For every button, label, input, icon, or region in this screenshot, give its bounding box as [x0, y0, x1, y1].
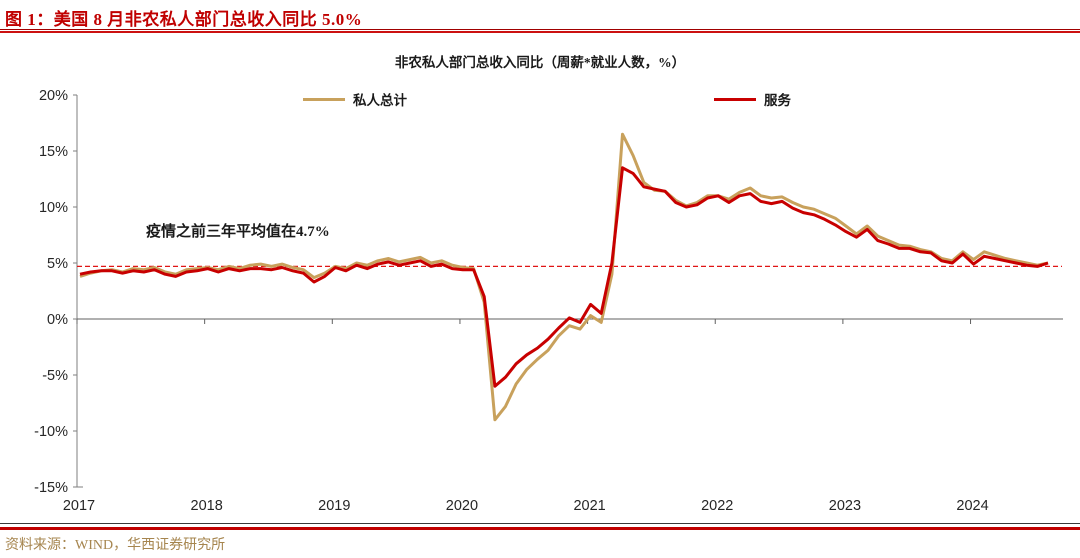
legend-swatch-gold [303, 97, 345, 101]
pre-pandemic-average-annotation: 疫情之前三年平均值在4.7% [146, 224, 330, 240]
legend-label-private-total: 私人总计 [353, 93, 407, 108]
y-axis-label: 20% [39, 88, 68, 104]
x-axis-label: 2024 [956, 498, 988, 514]
y-axis-label: -5% [42, 368, 68, 384]
y-axis-label: 15% [39, 144, 68, 160]
footer-rule-dark [0, 523, 1080, 524]
series-line-0 [79, 132, 1049, 422]
title-underline-accent [0, 31, 1080, 33]
x-axis-label: 2019 [318, 498, 350, 514]
y-axis-label: 10% [39, 200, 68, 216]
y-axis-label: 0% [47, 312, 68, 328]
legend-label-services: 服务 [764, 93, 791, 108]
legend-item-services: 服务 [714, 89, 791, 109]
series-line-1 [79, 166, 1049, 388]
y-axis-label: -10% [34, 424, 68, 440]
legend-swatch-red [714, 97, 756, 101]
figure-title: 图 1：美国 8 月非农私人部门总收入同比 5.0% [5, 10, 363, 29]
source-attribution: 资料来源：WIND，华西证券研究所 [5, 538, 226, 553]
title-underline [0, 29, 1080, 30]
legend-item-private-total: 私人总计 [303, 89, 407, 109]
x-axis-label: 2022 [701, 498, 733, 514]
chart-title: 非农私人部门总收入同比（周薪*就业人数，%） [394, 55, 686, 70]
footer-rule-red [0, 527, 1080, 530]
y-axis-label: -15% [34, 480, 68, 496]
x-axis-label: 2018 [191, 498, 223, 514]
x-axis-label: 2017 [63, 498, 95, 514]
x-axis-label: 2021 [573, 498, 605, 514]
y-axis-label: 5% [47, 256, 68, 272]
x-axis-label: 2023 [829, 498, 861, 514]
x-axis-label: 2020 [446, 498, 478, 514]
